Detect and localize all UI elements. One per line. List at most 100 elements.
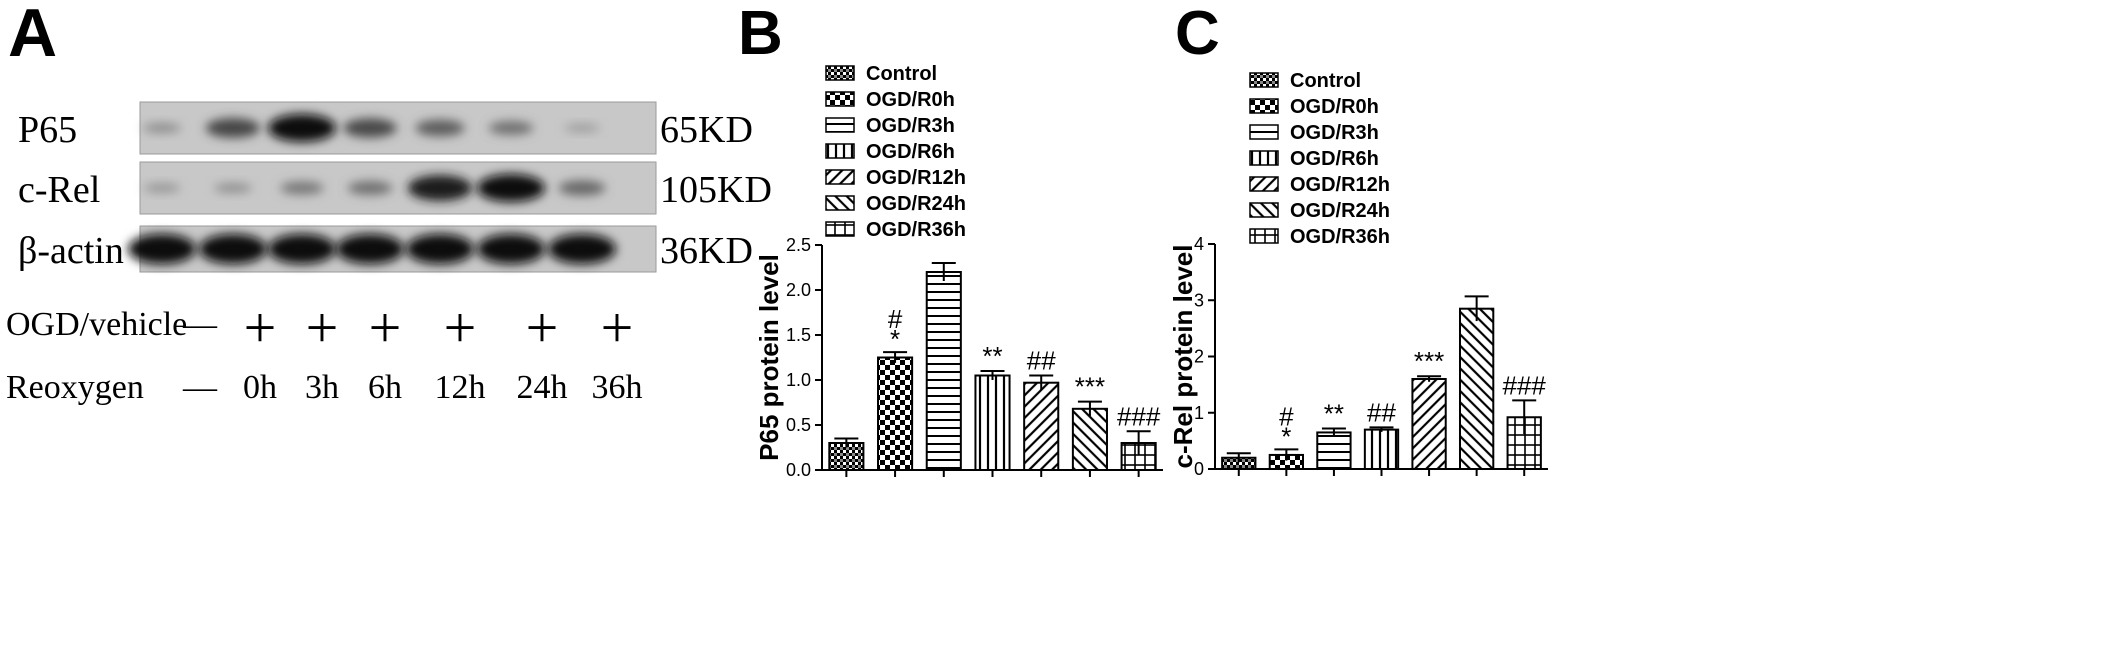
legend-swatch xyxy=(825,195,855,211)
legend-swatch xyxy=(1249,176,1279,192)
legend-label: OGD/R36h xyxy=(866,219,966,241)
legend-label: OGD/R0h xyxy=(866,89,955,111)
blot-band xyxy=(268,234,336,264)
y-tick-label: 2 xyxy=(1194,347,1204,367)
significance-label: ### xyxy=(1117,401,1161,431)
y-tick-label: 0.0 xyxy=(786,460,811,480)
legend-label: OGD/R3h xyxy=(866,115,955,137)
blot-size-label: 65KD xyxy=(660,109,753,151)
y-tick-label: 0.5 xyxy=(786,415,811,435)
y-tick-label: 2.5 xyxy=(786,235,811,255)
y-tick-label: 4 xyxy=(1194,234,1204,254)
legend-swatch xyxy=(1249,228,1279,244)
blot-row-label: P65 xyxy=(18,109,77,151)
condition-value: + xyxy=(444,295,477,360)
legend-label: Control xyxy=(866,63,937,85)
bar xyxy=(1458,307,1495,470)
blot-size-label: 105KD xyxy=(660,169,772,211)
panel-a-letter: A xyxy=(8,0,57,71)
legend-label: OGD/R36h xyxy=(1290,226,1390,248)
blot-band xyxy=(406,234,474,264)
blot-row: β-actin 36KD xyxy=(18,225,753,273)
blot-row: c-Rel 105KD xyxy=(18,161,772,215)
significance-label: # * xyxy=(1279,401,1294,451)
y-tick-label: 3 xyxy=(1194,290,1204,310)
bar xyxy=(1071,407,1108,471)
condition-value: + xyxy=(526,295,559,360)
y-axis-title: P65 protein level xyxy=(754,254,784,461)
legend-label: OGD/R0h xyxy=(1290,96,1379,118)
legend-swatch xyxy=(825,143,855,159)
legend-swatch xyxy=(825,169,855,185)
legend-swatch xyxy=(1249,124,1279,140)
panel-b-p65-chart: B Control OGD/R0h OGD/R3h OGD/R6h OGD/R12h OG… xyxy=(738,0,1163,480)
legend-label: OGD/R6h xyxy=(866,141,955,163)
condition-label: OGD/vehicle xyxy=(6,306,187,343)
significance-label: ** xyxy=(982,341,1002,371)
panel-a-western-blot: A P65 65KD c-Rel 105KD β-actin 36KD OGD/vehic… xyxy=(6,0,772,406)
significance-label: *** xyxy=(1414,346,1444,376)
legend-label: OGD/R24h xyxy=(866,193,966,215)
chart-legend: Control OGD/R0h OGD/R3h OGD/R6h OGD/R12h OGD/… xyxy=(825,63,966,241)
legend-swatch xyxy=(1249,202,1279,218)
blot-band xyxy=(415,119,465,137)
significance-label: # * xyxy=(888,304,903,354)
bar xyxy=(877,356,914,471)
blot-band xyxy=(143,183,181,193)
significance-label: ## xyxy=(1367,397,1396,427)
blot-band xyxy=(343,118,397,138)
significance-label: *** xyxy=(1075,372,1105,402)
blot-band xyxy=(477,174,545,202)
significance-label: ## xyxy=(1027,346,1056,376)
blot-band xyxy=(268,114,336,142)
condition-value: + xyxy=(369,295,402,360)
legend-label: OGD/R12h xyxy=(866,167,966,189)
blot-band xyxy=(205,118,261,138)
significance-label: ### xyxy=(1503,370,1547,400)
bar xyxy=(974,374,1011,471)
bar xyxy=(1411,378,1447,470)
blot-row: P65 65KD xyxy=(18,101,753,155)
condition-value: 24h xyxy=(517,369,568,406)
condition-value: 3h xyxy=(305,369,339,406)
condition-value: 12h xyxy=(435,369,486,406)
legend-swatch xyxy=(825,65,855,81)
bar xyxy=(1363,428,1400,470)
condition-value: + xyxy=(244,295,277,360)
blot-band xyxy=(280,181,324,195)
legend-label: OGD/R12h xyxy=(1290,174,1390,196)
y-axis-title: c-Rel protein level xyxy=(1168,245,1198,469)
chart-legend: Control OGD/R0h OGD/R3h OGD/R6h OGD/R12h OGD/… xyxy=(1249,70,1390,248)
legend-label: OGD/R24h xyxy=(1290,200,1390,222)
blot-band xyxy=(347,181,393,195)
blot-band xyxy=(548,234,616,264)
blot-band xyxy=(336,234,404,264)
condition-row: OGD/vehicle— + + + + + + xyxy=(6,295,633,360)
y-tick-label: 1.0 xyxy=(786,370,811,390)
legend-label: Control xyxy=(1290,70,1361,92)
blot-band xyxy=(213,183,253,193)
legend-swatch xyxy=(1249,150,1279,166)
legend-swatch xyxy=(1249,98,1279,114)
condition-value: + xyxy=(306,295,339,360)
blot-row-label: β-actin xyxy=(18,230,124,272)
panel-b-letter: B xyxy=(738,0,783,68)
blot-band xyxy=(128,234,196,264)
blot-band xyxy=(142,123,182,133)
condition-value: 36h xyxy=(592,369,643,406)
blot-band xyxy=(488,121,534,135)
legend-swatch xyxy=(825,117,855,133)
y-tick-label: 2.0 xyxy=(786,280,811,300)
blot-row-label: c-Rel xyxy=(18,169,100,211)
legend-swatch xyxy=(825,221,855,237)
blot-band xyxy=(407,175,473,201)
bar xyxy=(1316,431,1352,470)
condition-row: Reoxygen — 0h 3h 6h 12h 24h 36h xyxy=(6,369,643,406)
blot-band xyxy=(564,123,600,133)
significance-label: ** xyxy=(1324,399,1344,429)
legend-label: OGD/R6h xyxy=(1290,148,1379,170)
bar xyxy=(1023,381,1060,472)
legend-swatch xyxy=(825,91,855,107)
y-tick-label: 1.5 xyxy=(786,325,811,345)
